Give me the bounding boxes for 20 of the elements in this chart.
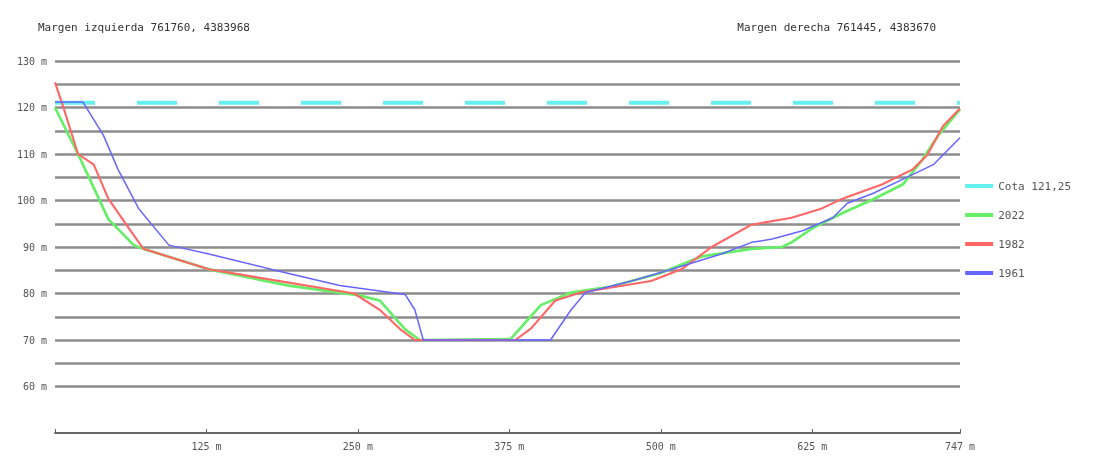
y-tick-label: 100 m <box>16 195 47 206</box>
legend-label: Cota 121,25 <box>998 179 1072 193</box>
x-tick-label: 250 m <box>342 440 373 452</box>
x-tick-label: 747 m <box>944 440 976 452</box>
y-tick-label: 90 m <box>22 241 47 253</box>
x-tick-label: 375 m <box>494 440 525 452</box>
legend-label: 1982 <box>998 237 1025 251</box>
y-tick-label: 70 m <box>22 334 47 346</box>
text: Margen izquierda 761760, 4383968 <box>38 21 250 34</box>
x-tick-label: 500 m <box>645 440 676 452</box>
legend-label: 2022 <box>998 208 1025 222</box>
y-tick-label: 60 m <box>22 381 47 392</box>
text: Margen derecha 761445, 4383670 <box>737 21 937 34</box>
y-tick-label: 110 m <box>16 148 47 160</box>
y-tick-label: 120 m <box>16 102 47 113</box>
legend-label: 1961 <box>998 266 1025 280</box>
x-tick-label: 125 m <box>191 440 222 452</box>
y-tick-label: 80 m <box>22 288 47 299</box>
y-tick-label: 130 m <box>16 55 47 67</box>
x-tick-label: 625 m <box>797 440 828 452</box>
